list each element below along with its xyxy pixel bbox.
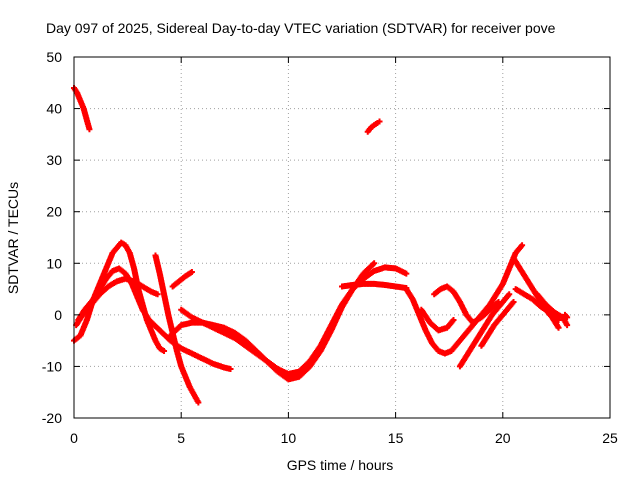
y-tick-label: 10 [46,255,62,271]
grid [74,57,610,418]
y-tick-label: -20 [42,410,62,426]
series-trace-13 [339,280,410,292]
series-trace-20 [512,286,562,324]
x-tick-label: 25 [602,430,618,446]
series-trace-6 [152,252,202,406]
y-axis-title: SDTVAR / TECUs [5,182,21,294]
x-tick-label: 0 [70,430,78,446]
series-trace-12 [274,264,410,378]
y-tick-label: 20 [46,204,62,220]
series-trace-17 [456,291,513,370]
data-point-marker [227,366,234,373]
series-trace-18 [478,298,517,349]
data-point-marker [506,291,513,298]
data-points [71,84,571,406]
y-tick-label: 0 [54,307,62,323]
data-point-marker [86,126,93,133]
data-point-marker [450,317,457,324]
y-tick-label: 30 [46,152,62,168]
series-trace-9 [146,317,234,373]
series-trace-15 [418,306,457,334]
x-tick-label: 10 [281,430,297,446]
x-tick-label: 5 [177,430,185,446]
data-point-marker [376,118,383,125]
axis-ticks: 0 5 10 15 20 25 -20 -10 0 10 20 30 40 50 [42,49,618,446]
data-point-marker [154,291,161,298]
data-point-marker [519,242,526,249]
data-point-marker [403,270,410,277]
data-point-marker [510,298,517,305]
y-tick-label: 40 [46,101,62,117]
series-trace-2 [364,118,383,135]
series-trace-21 [534,291,571,329]
data-point-marker [564,322,571,329]
data-point-marker [555,317,562,324]
data-point-marker [555,324,562,331]
plot-frame [73,56,611,419]
series-trace-7 [169,269,195,290]
chart-title: Day 097 of 2025, Sidereal Day-to-day VTE… [46,20,556,36]
data-point-marker [371,260,378,267]
series-trace-22 [561,311,571,321]
data-point-marker [564,314,571,321]
y-tick-label: 50 [46,49,62,65]
data-point-marker [161,347,168,354]
x-tick-label: 20 [495,430,511,446]
series-trace-3 [71,239,168,354]
y-tick-label: -10 [42,358,62,374]
series-trace-1 [71,84,93,133]
data-point-marker [195,399,202,406]
x-tick-label: 15 [388,430,404,446]
data-point-marker [188,269,195,276]
x-axis-title: GPS time / hours [287,457,394,473]
